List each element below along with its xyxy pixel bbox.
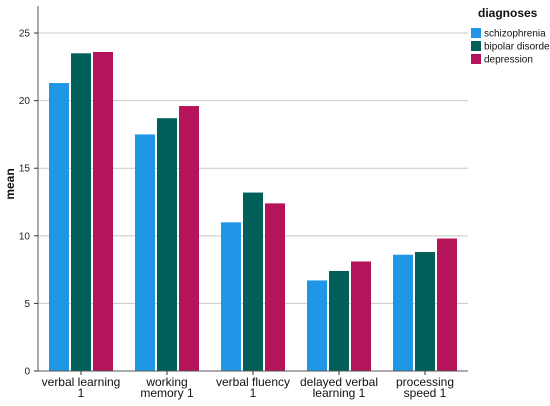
legend-label: schizophrenia bbox=[484, 29, 546, 40]
y-tick-label: 15 bbox=[19, 164, 31, 175]
x-category-label: 1 bbox=[250, 386, 257, 400]
bar-schizophrenia bbox=[49, 83, 69, 372]
x-category-label: learning 1 bbox=[313, 386, 366, 400]
legend-label: bipolar disorder bbox=[484, 42, 550, 53]
bar-depression bbox=[93, 51, 113, 372]
x-category-label: working bbox=[145, 375, 187, 389]
bar-depression bbox=[351, 261, 371, 371]
x-category-label: processing bbox=[396, 375, 454, 389]
bar-bipolar-disorder bbox=[415, 252, 435, 371]
bar-depression bbox=[265, 203, 285, 371]
legend-title: diagnoses bbox=[478, 6, 538, 20]
bar-schizophrenia bbox=[307, 280, 327, 371]
legend-label: depression bbox=[484, 55, 533, 66]
bars bbox=[49, 51, 457, 372]
y-tick-labels: 0 5 10 15 20 25 bbox=[19, 29, 38, 378]
bar-bipolar-disorder bbox=[243, 192, 263, 371]
x-category-label: memory 1 bbox=[140, 386, 194, 400]
y-tick-label: 10 bbox=[19, 231, 31, 242]
bar-bipolar-disorder bbox=[157, 118, 177, 371]
legend-swatch bbox=[471, 41, 481, 51]
x-category-label: speed 1 bbox=[404, 386, 447, 400]
bar-bipolar-disorder bbox=[71, 53, 91, 371]
bar-depression bbox=[437, 238, 457, 371]
bar-schizophrenia bbox=[221, 222, 241, 371]
bar-schizophrenia bbox=[135, 134, 155, 371]
x-category-label: delayed verbal bbox=[300, 375, 378, 389]
y-axis-title: mean bbox=[3, 168, 17, 199]
x-category-label: verbal fluency bbox=[216, 375, 290, 389]
y-tick-label: 25 bbox=[19, 29, 31, 40]
x-category-label: 1 bbox=[78, 386, 85, 400]
x-category-label: verbal learning bbox=[42, 375, 121, 389]
legend-swatch bbox=[471, 28, 481, 38]
y-tick-label: 5 bbox=[24, 299, 30, 310]
legend: diagnoses schizophrenia bipolar disorder d… bbox=[471, 6, 550, 66]
bar-depression bbox=[179, 106, 199, 371]
legend-swatch bbox=[471, 54, 481, 64]
y-tick-label: 0 bbox=[24, 367, 30, 378]
bar-bipolar-disorder bbox=[329, 270, 349, 371]
bar-schizophrenia bbox=[393, 254, 413, 371]
y-tick-label: 20 bbox=[19, 96, 31, 107]
